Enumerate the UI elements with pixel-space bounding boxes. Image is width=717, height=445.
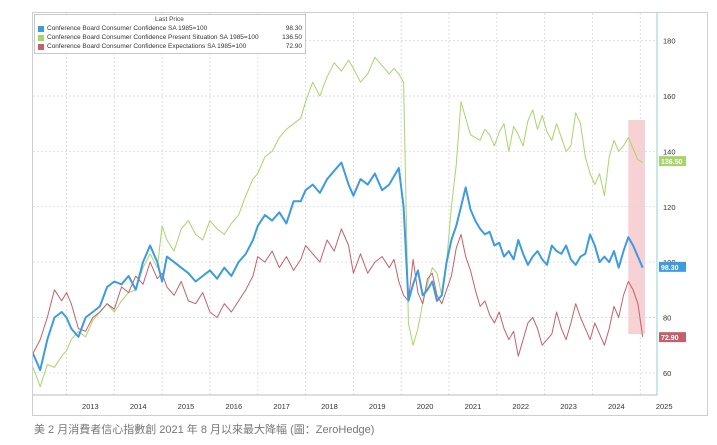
legend-label-present: Conference Board Consumer Confidence Pre… bbox=[47, 34, 259, 41]
legend-title: Last Price bbox=[155, 16, 184, 23]
legend-entry-expectations: Conference Board Consumer Confidence Exp… bbox=[38, 43, 304, 52]
legend-label-overall: Conference Board Consumer Confidence SA … bbox=[47, 25, 208, 32]
y-tick-label: 60 bbox=[663, 369, 671, 378]
legend-entry-present: Conference Board Consumer Confidence Pre… bbox=[38, 34, 304, 43]
chart-canvas: 6080100120140160180201320142015201620172… bbox=[33, 13, 686, 411]
legend-swatch-overall bbox=[38, 26, 44, 32]
legend-value-present: 136.50 bbox=[282, 34, 302, 41]
x-tick-label: 2025 bbox=[656, 402, 673, 411]
x-tick-label: 2024 bbox=[608, 402, 625, 411]
y-tick-label: 180 bbox=[663, 37, 676, 46]
x-tick-label: 2014 bbox=[130, 402, 147, 411]
series-line-present bbox=[33, 56, 643, 388]
chart-legend: Last Price Conference Board Consumer Con… bbox=[34, 14, 306, 54]
value-tag-overall bbox=[659, 261, 686, 272]
y-tick-label: 80 bbox=[663, 313, 671, 322]
y-tick-label: 120 bbox=[663, 203, 676, 212]
x-tick-label: 2016 bbox=[225, 402, 242, 411]
value-tag-present bbox=[659, 156, 686, 167]
x-tick-label: 2015 bbox=[178, 402, 195, 411]
series-line-overall bbox=[33, 161, 644, 372]
y-tick-label: 140 bbox=[663, 147, 676, 156]
value-tag-expectations bbox=[659, 332, 686, 343]
x-tick-label: 2017 bbox=[273, 402, 290, 411]
x-tick-label: 2020 bbox=[417, 402, 434, 411]
x-tick-label: 2022 bbox=[512, 402, 529, 411]
chart-frame: 6080100120140160180201320142015201620172… bbox=[32, 12, 708, 416]
legend-label-expectations: Conference Board Consumer Confidence Exp… bbox=[47, 43, 247, 50]
highlight-region bbox=[628, 120, 646, 335]
series-line-expectations bbox=[33, 228, 644, 357]
x-tick-label: 2021 bbox=[465, 402, 482, 411]
legend-value-expectations: 72.90 bbox=[285, 43, 302, 50]
x-tick-label: 2013 bbox=[82, 402, 99, 411]
legend-swatch-expectations bbox=[38, 44, 44, 50]
legend-swatch-present bbox=[38, 35, 44, 41]
value-tag-present-label: 136.50 bbox=[661, 159, 683, 166]
value-tag-expectations-label: 72.90 bbox=[661, 335, 679, 342]
x-tick-label: 2018 bbox=[321, 402, 338, 411]
value-tag-overall-label: 98.30 bbox=[661, 265, 679, 272]
x-tick-label: 2023 bbox=[560, 402, 577, 411]
legend-value-overall: 98.30 bbox=[285, 25, 302, 32]
x-tick-label: 2019 bbox=[369, 402, 386, 411]
chart-caption: 美 2 月消費者信心指數創 2021 年 8 月以來最大降幅 (圖：ZeroHe… bbox=[34, 424, 375, 436]
y-tick-label: 160 bbox=[663, 92, 676, 101]
legend-entry-overall: Conference Board Consumer Confidence SA … bbox=[38, 25, 304, 34]
